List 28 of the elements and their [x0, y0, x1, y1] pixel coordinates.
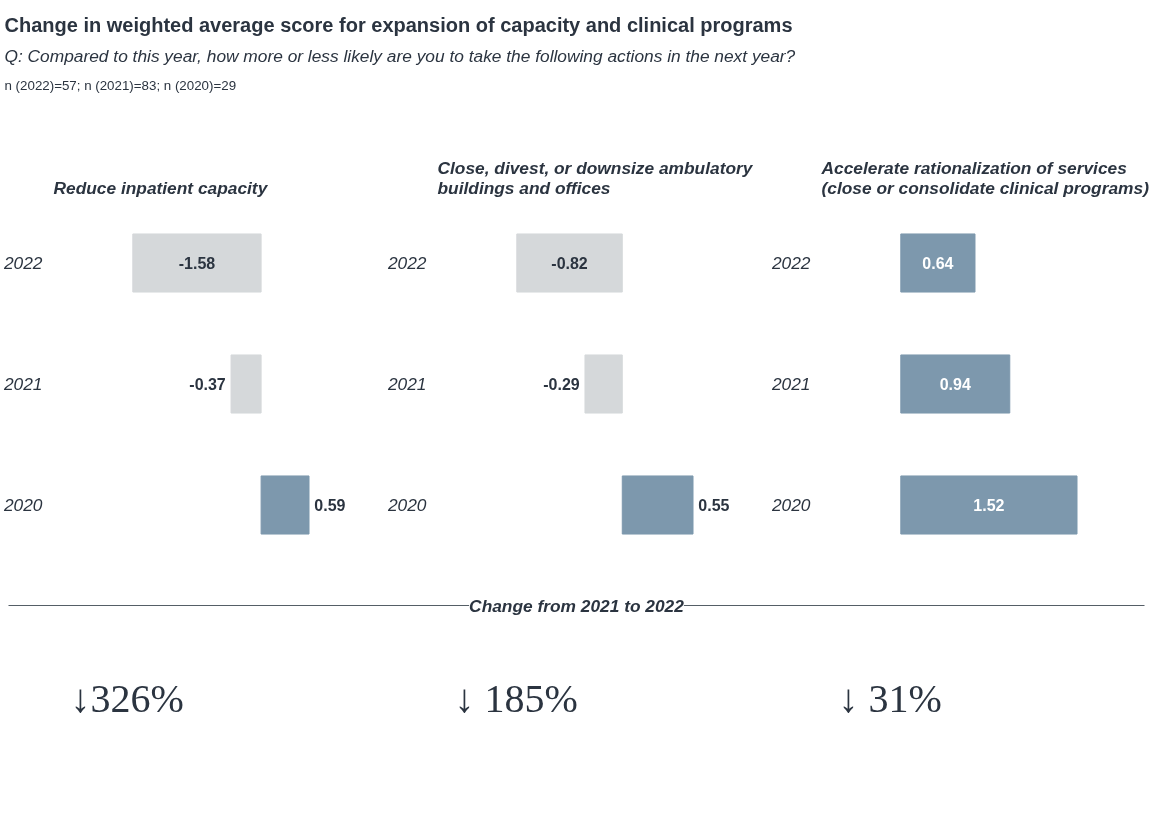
- text: n (2022)=57; n (2021)=83; n (2020)=29: [4, 77, 237, 93]
- data-label: -1.58: [178, 255, 216, 272]
- data-label: 0.64: [922, 255, 954, 272]
- y-tick-label: 2020: [2, 495, 43, 515]
- data-label: -0.29: [543, 376, 580, 393]
- text: Change from 2021 to 2022: [469, 595, 685, 616]
- chart-title: Reduce inpatient capacity: [53, 177, 269, 198]
- text: ↓326%: [70, 675, 184, 721]
- text: Q: Compared to this year, how more or less likely are you to take the following actions in the next year?: [4, 45, 796, 66]
- text: Change in weighted average score for expansion of capacity and clinical programs: [4, 13, 793, 36]
- y-tick-label: 2020: [386, 495, 427, 515]
- data-label: -0.37: [189, 376, 226, 393]
- y-tick-label: 2022: [2, 253, 43, 273]
- y-tick-label: 2020: [770, 495, 811, 515]
- chart-title: Close, divest, or downsize ambulatory buildings and offices: [437, 157, 754, 198]
- data-label: 0.94: [939, 376, 971, 393]
- y-tick-label: 2021: [386, 374, 427, 394]
- y-tick-label: 2022: [770, 253, 811, 273]
- text: ↓ 31%: [838, 675, 942, 721]
- chart-title: Accelerate rationalization of services (close or consolidate clinical programs): [820, 157, 1150, 198]
- text: ↓ 185%: [454, 675, 578, 721]
- data-label: 1.52: [973, 497, 1005, 514]
- y-tick-label: 2021: [2, 374, 43, 394]
- data-label: -0.82: [551, 255, 588, 272]
- y-tick-label: 2022: [386, 253, 427, 273]
- y-tick-label: 2021: [770, 374, 811, 394]
- data-label: 0.55: [698, 497, 730, 514]
- data-label: 0.59: [314, 497, 346, 514]
